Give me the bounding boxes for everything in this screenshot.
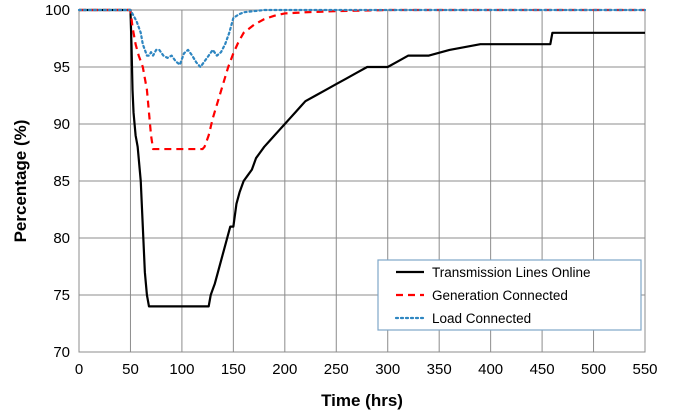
y-tick-label: 95 xyxy=(53,59,70,76)
legend-label-2: Generation Connected xyxy=(432,288,568,303)
series-layer xyxy=(77,8,647,308)
x-tick-label: 400 xyxy=(478,361,503,378)
x-tick-label: 200 xyxy=(272,361,297,378)
x-tick-label: 550 xyxy=(632,361,657,378)
y-tick-label: 75 xyxy=(53,287,70,304)
x-tick-label: 100 xyxy=(169,361,194,378)
x-tick-label: 350 xyxy=(427,361,452,378)
y-tick-label: 90 xyxy=(53,116,70,133)
y-tick-label: 70 xyxy=(53,344,70,361)
x-tick-label: 300 xyxy=(375,361,400,378)
legend: Transmission Lines Online Generation Conn… xyxy=(377,259,642,331)
x-axis-title: Time (hrs) xyxy=(321,391,403,410)
series-line-1 xyxy=(79,8,645,308)
legend-label-3: Load Connected xyxy=(432,311,531,326)
series-line-2 xyxy=(79,8,645,151)
y-tick-label: 85 xyxy=(53,173,70,190)
y-tick-label: 80 xyxy=(53,230,70,247)
x-tick-label: 150 xyxy=(221,361,246,378)
x-tick-label: 0 xyxy=(75,361,83,378)
x-tick-labels: 0 50 100 150 200 250 300 350 400 450 500 550 xyxy=(75,361,658,378)
x-tick-label: 50 xyxy=(122,361,139,378)
y-tick-label: 100 xyxy=(45,2,70,19)
x-tick-label: 250 xyxy=(324,361,349,378)
series-line-3 xyxy=(77,8,647,69)
legend-label-1: Transmission Lines Online xyxy=(432,265,591,280)
y-tick-labels: 70 75 80 85 90 95 100 xyxy=(45,2,70,361)
x-tick-label: 450 xyxy=(530,361,555,378)
y-axis-title: Percentage (%) xyxy=(11,120,30,243)
x-tick-label: 500 xyxy=(581,361,606,378)
